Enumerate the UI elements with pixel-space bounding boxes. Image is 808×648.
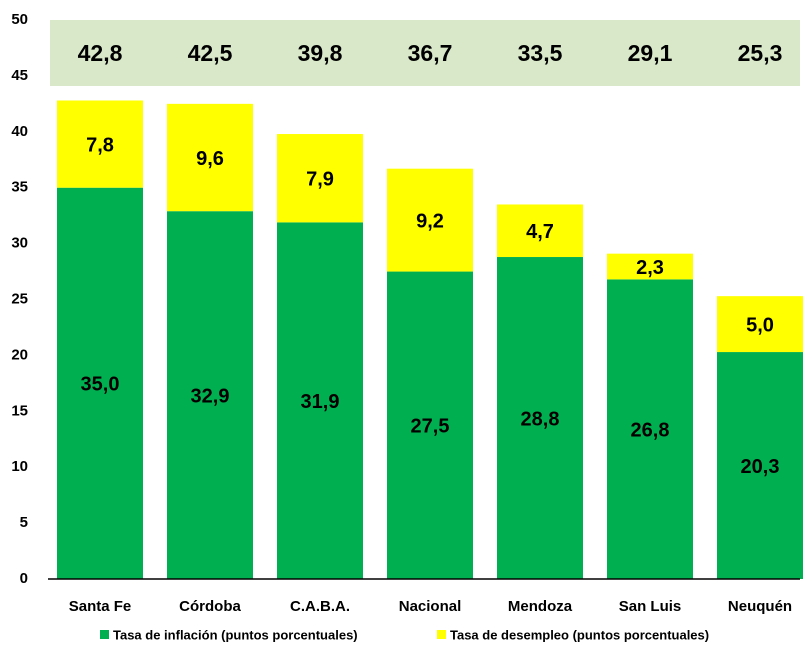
bar-segment bbox=[497, 257, 583, 579]
value-label: 28,8 bbox=[521, 408, 560, 430]
total-label: 33,5 bbox=[518, 40, 563, 66]
value-label: 26,8 bbox=[631, 419, 670, 441]
bar-segment bbox=[167, 211, 253, 580]
value-label: 31,9 bbox=[301, 391, 340, 413]
y-tick-label: 30 bbox=[11, 235, 28, 252]
x-tick-label: C.A.B.A. bbox=[290, 598, 350, 615]
value-label: 27,5 bbox=[411, 416, 450, 438]
bar-segment bbox=[607, 253, 693, 280]
value-label: 5,0 bbox=[746, 314, 774, 336]
y-tick-label: 10 bbox=[11, 458, 28, 475]
bar-segment bbox=[277, 134, 363, 223]
bar-segment bbox=[387, 168, 473, 272]
bar-segment bbox=[607, 279, 693, 579]
x-tick-label: Córdoba bbox=[179, 598, 241, 615]
bar-segment bbox=[167, 103, 253, 212]
value-label: 4,7 bbox=[526, 221, 554, 243]
value-label: 35,0 bbox=[81, 374, 120, 396]
legend-swatch bbox=[100, 630, 109, 639]
total-label: 42,5 bbox=[188, 40, 233, 66]
total-label: 42,8 bbox=[78, 40, 123, 66]
value-label: 9,2 bbox=[416, 210, 444, 232]
total-label: 25,3 bbox=[738, 40, 783, 66]
legend-swatch bbox=[437, 630, 446, 639]
x-tick-label: San Luis bbox=[619, 598, 682, 615]
totals-band bbox=[50, 20, 800, 86]
bar-segment bbox=[57, 187, 143, 579]
y-tick-label: 45 bbox=[11, 67, 28, 84]
legend-label: Tasa de desempleo (puntos porcentuales) bbox=[450, 627, 709, 642]
bar-segment bbox=[717, 352, 803, 579]
value-label: 9,6 bbox=[196, 148, 224, 170]
y-tick-label: 5 bbox=[20, 514, 28, 531]
total-label: 36,7 bbox=[408, 40, 453, 66]
y-tick-label: 0 bbox=[20, 570, 28, 587]
value-label: 7,8 bbox=[86, 134, 114, 156]
bar-segment bbox=[277, 222, 363, 579]
x-tick-label: Mendoza bbox=[508, 598, 573, 615]
value-label: 2,3 bbox=[636, 257, 664, 279]
value-label: 20,3 bbox=[741, 456, 780, 478]
bar-segment bbox=[497, 204, 583, 258]
bar-segment bbox=[387, 271, 473, 579]
total-label: 29,1 bbox=[628, 40, 673, 66]
bar-segment bbox=[717, 296, 803, 353]
y-tick-label: 15 bbox=[11, 402, 28, 419]
y-tick-label: 25 bbox=[11, 290, 28, 307]
y-tick-label: 20 bbox=[11, 346, 28, 363]
x-tick-label: Santa Fe bbox=[69, 598, 132, 615]
y-tick-label: 50 bbox=[11, 11, 28, 28]
x-tick-label: Nacional bbox=[399, 598, 462, 615]
value-label: 7,9 bbox=[306, 168, 334, 190]
y-tick-label: 40 bbox=[11, 123, 28, 140]
legend-label: Tasa de inflación (puntos porcentuales) bbox=[113, 627, 358, 642]
value-label: 32,9 bbox=[191, 385, 230, 407]
bar-segment bbox=[57, 100, 143, 188]
y-tick-label: 35 bbox=[11, 179, 28, 196]
total-label: 39,8 bbox=[298, 40, 343, 66]
x-tick-label: Neuquén bbox=[728, 598, 792, 615]
